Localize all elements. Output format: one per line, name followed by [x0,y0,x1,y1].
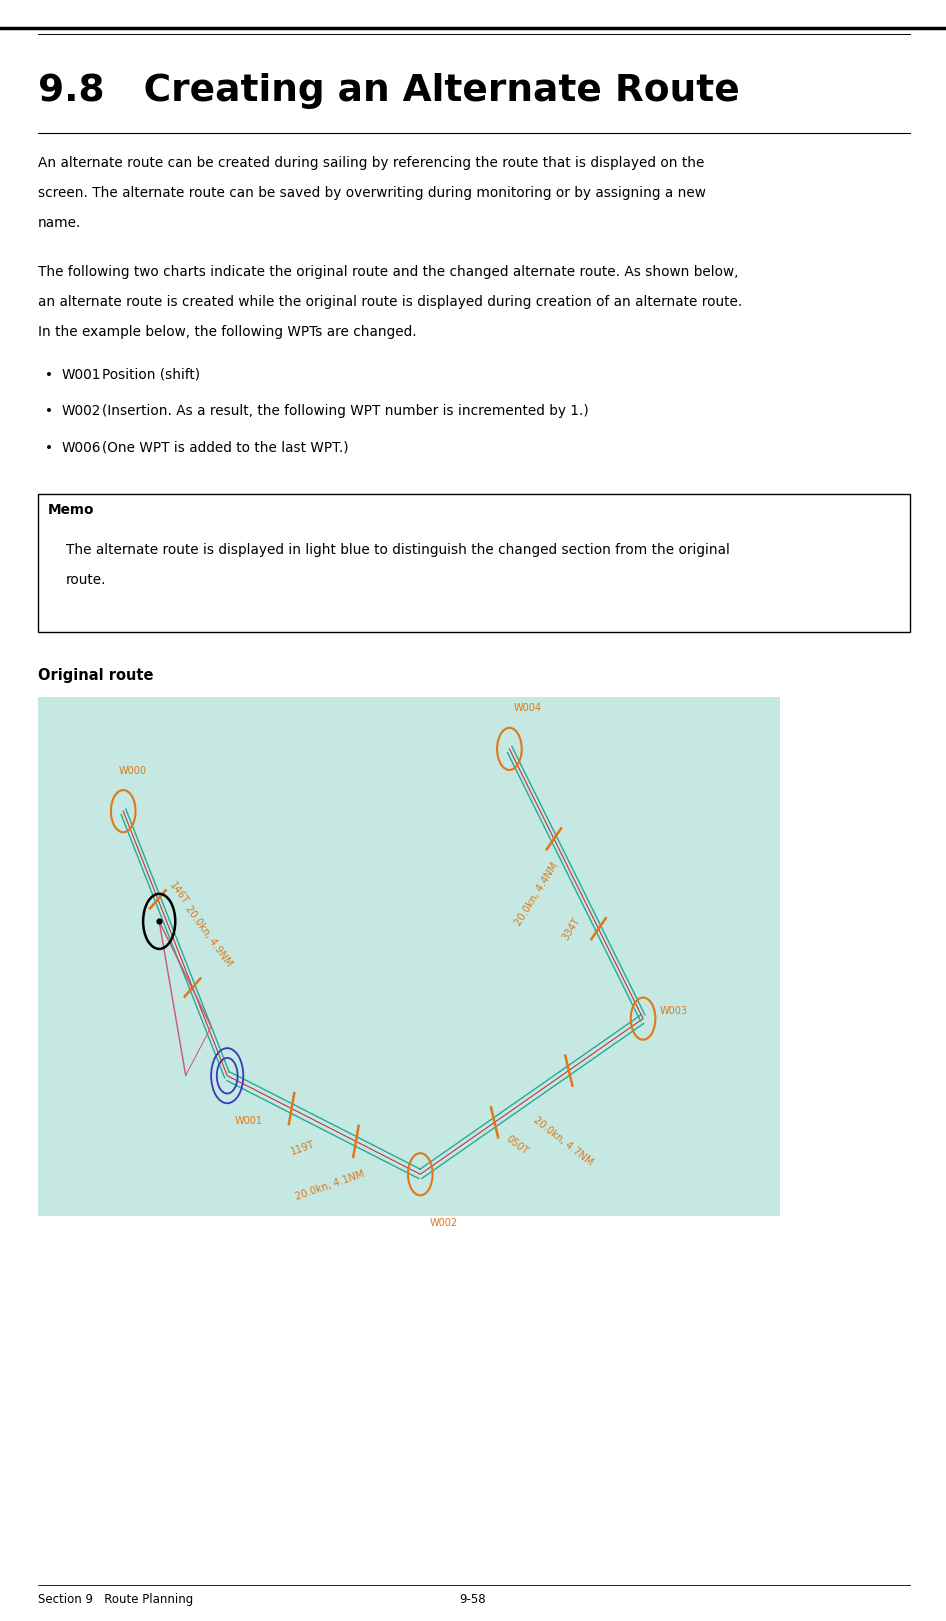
Text: 9.8   Creating an Alternate Route: 9.8 Creating an Alternate Route [38,73,740,109]
Text: 9-58: 9-58 [460,1593,486,1606]
Text: W003: W003 [660,1005,688,1015]
Text: 334T: 334T [560,916,582,942]
Text: 20.0kn, 4.7NM: 20.0kn, 4.7NM [532,1115,595,1167]
Text: Position (shift): Position (shift) [102,368,201,383]
Text: An alternate route can be created during sailing by referencing the route that i: An alternate route can be created during… [38,156,704,170]
Text: The following two charts indicate the original route and the changed alternate r: The following two charts indicate the or… [38,264,738,279]
Text: •: • [45,404,53,418]
Text: W006: W006 [61,441,101,456]
Text: W000: W000 [118,765,147,775]
Text: W002: W002 [61,404,101,418]
Text: •: • [45,441,53,456]
Text: 146T: 146T [167,880,190,906]
Bar [38,493,910,632]
Text: W002: W002 [429,1217,458,1227]
Text: W001: W001 [61,368,101,383]
Text: (Insertion. As a result, the following WPT number is incremented by 1.): (Insertion. As a result, the following W… [102,404,589,418]
Text: 20.0kn, 4.9NM: 20.0kn, 4.9NM [184,903,234,968]
Text: an alternate route is created while the original route is displayed during creat: an alternate route is created while the … [38,295,742,310]
Text: name.: name. [38,216,81,230]
Text: 050T: 050T [504,1133,530,1157]
Text: •: • [45,368,53,383]
Text: In the example below, the following WPTs are changed.: In the example below, the following WPTs… [38,324,416,339]
Text: 20.0kn, 4.1NM: 20.0kn, 4.1NM [294,1169,366,1203]
Text: 20.0kn, 4.4NM: 20.0kn, 4.4NM [514,861,560,927]
Text: Memo: Memo [47,503,94,517]
Bar [38,697,780,1216]
Text: The alternate route is displayed in light blue to distinguish the changed sectio: The alternate route is displayed in ligh… [66,543,730,558]
Text: W001: W001 [235,1117,263,1127]
Text: (One WPT is added to the last WPT.): (One WPT is added to the last WPT.) [102,441,349,456]
Text: screen. The alternate route can be saved by overwriting during monitoring or by : screen. The alternate route can be saved… [38,185,706,199]
Text: route.: route. [66,572,107,587]
Text: Section 9   Route Planning: Section 9 Route Planning [38,1593,193,1606]
Text: 119T: 119T [289,1140,316,1157]
Text: W004: W004 [514,704,542,713]
Text: Original route: Original route [38,668,153,682]
